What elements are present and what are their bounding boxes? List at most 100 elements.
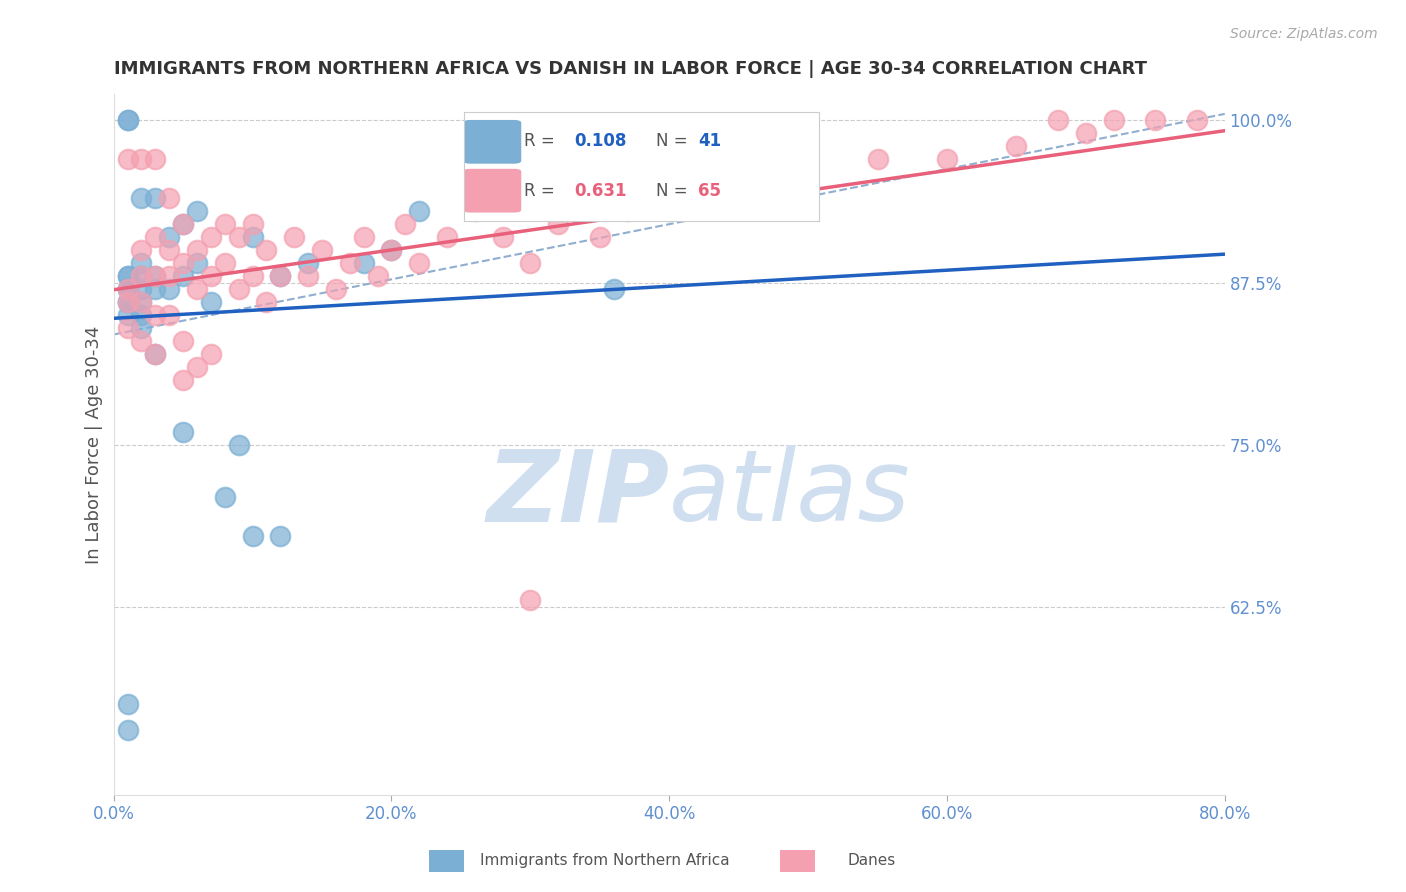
Point — [186, 282, 208, 296]
Point — [117, 295, 139, 310]
Point — [519, 256, 541, 270]
Point — [131, 243, 153, 257]
Point — [589, 230, 612, 244]
Point — [145, 269, 167, 284]
Point — [1144, 113, 1167, 128]
Point — [117, 113, 139, 128]
Point — [157, 308, 180, 322]
Point — [1102, 113, 1125, 128]
Point — [186, 256, 208, 270]
Point — [283, 230, 305, 244]
Text: atlas: atlas — [669, 445, 911, 542]
Point — [297, 269, 319, 284]
Point — [380, 243, 402, 257]
Point — [200, 230, 222, 244]
Point — [157, 191, 180, 205]
Point — [117, 269, 139, 284]
Point — [172, 425, 194, 439]
Point — [269, 528, 291, 542]
Point — [172, 217, 194, 231]
Point — [269, 269, 291, 284]
Point — [186, 359, 208, 374]
Point — [131, 334, 153, 348]
Point — [269, 269, 291, 284]
Point — [172, 269, 194, 284]
Point — [131, 269, 153, 284]
Point — [157, 282, 180, 296]
Point — [367, 269, 389, 284]
Point — [242, 230, 264, 244]
Point — [117, 698, 139, 712]
Point — [117, 321, 139, 335]
Point — [325, 282, 347, 296]
Point — [145, 153, 167, 167]
Point — [353, 230, 375, 244]
Point — [339, 256, 361, 270]
Point — [936, 153, 959, 167]
Point — [464, 204, 486, 219]
Point — [117, 308, 139, 322]
Point — [145, 347, 167, 361]
Point — [131, 282, 153, 296]
Point — [866, 153, 889, 167]
Point — [145, 269, 167, 284]
Point — [519, 593, 541, 607]
Point — [242, 217, 264, 231]
Point — [145, 347, 167, 361]
Point — [157, 230, 180, 244]
Text: Source: ZipAtlas.com: Source: ZipAtlas.com — [1230, 27, 1378, 41]
Point — [117, 269, 139, 284]
Text: ZIP: ZIP — [486, 445, 669, 542]
Point — [228, 230, 250, 244]
Point — [172, 256, 194, 270]
Point — [117, 295, 139, 310]
Point — [242, 269, 264, 284]
Point — [131, 269, 153, 284]
Point — [1005, 139, 1028, 153]
Point — [117, 153, 139, 167]
Point — [117, 295, 139, 310]
Point — [172, 373, 194, 387]
Point — [186, 243, 208, 257]
Point — [1047, 113, 1070, 128]
Point — [157, 243, 180, 257]
Point — [145, 230, 167, 244]
Point — [145, 282, 167, 296]
Point — [1074, 127, 1097, 141]
Point — [200, 347, 222, 361]
Point — [228, 282, 250, 296]
Point — [172, 217, 194, 231]
Point — [200, 269, 222, 284]
Point — [131, 295, 153, 310]
Point — [658, 204, 681, 219]
Point — [117, 282, 139, 296]
Text: Danes: Danes — [848, 854, 896, 868]
Point — [131, 321, 153, 335]
Point — [353, 256, 375, 270]
Point — [131, 295, 153, 310]
Point — [436, 230, 458, 244]
Point — [1185, 113, 1208, 128]
Point — [616, 204, 638, 219]
Point — [547, 217, 569, 231]
Point — [394, 217, 416, 231]
Point — [408, 204, 430, 219]
Point — [145, 191, 167, 205]
Point — [797, 165, 820, 179]
Point — [380, 243, 402, 257]
Point — [117, 113, 139, 128]
Point — [131, 191, 153, 205]
Y-axis label: In Labor Force | Age 30-34: In Labor Force | Age 30-34 — [86, 326, 103, 564]
Point — [311, 243, 333, 257]
Point — [200, 295, 222, 310]
Point — [117, 282, 139, 296]
Point — [256, 243, 278, 257]
Point — [117, 282, 139, 296]
Point — [157, 269, 180, 284]
Point — [491, 230, 513, 244]
Point — [131, 153, 153, 167]
Point — [602, 282, 624, 296]
Point — [228, 438, 250, 452]
Point — [297, 256, 319, 270]
Text: Immigrants from Northern Africa: Immigrants from Northern Africa — [479, 854, 730, 868]
